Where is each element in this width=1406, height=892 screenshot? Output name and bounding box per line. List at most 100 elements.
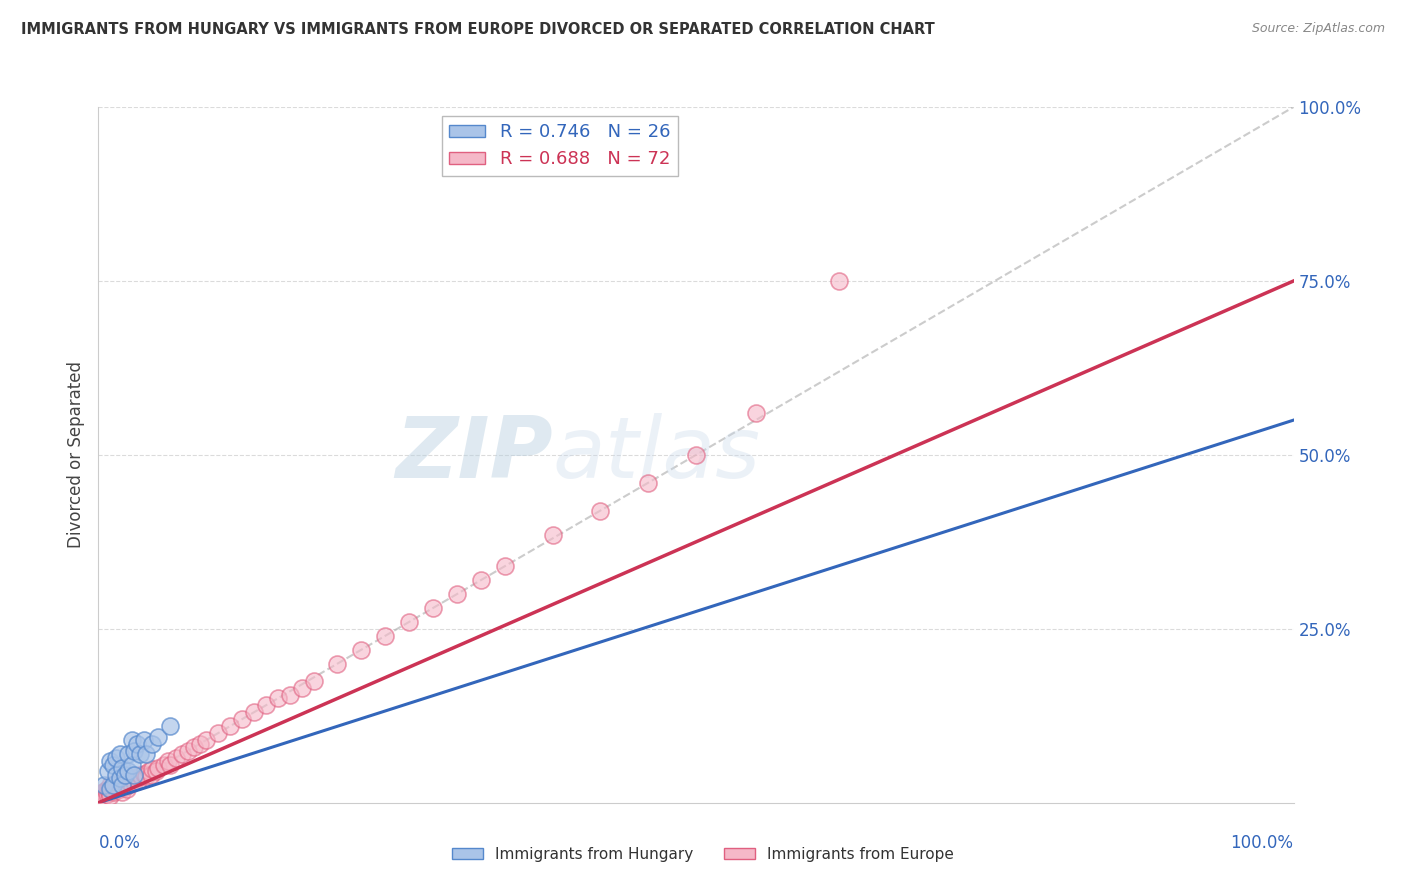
Point [115, 781, 138, 796]
Point [120, 776, 142, 790]
Point [131, 769, 153, 783]
Point [541, 528, 564, 542]
Point [148, 730, 170, 744]
Point [637, 475, 659, 490]
Point [121, 772, 143, 786]
Point [115, 776, 138, 790]
Point [108, 772, 131, 786]
Text: IMMIGRANTS FROM HUNGARY VS IMMIGRANTS FROM EUROPE DIVORCED OR SEPARATED CORRELAT: IMMIGRANTS FROM HUNGARY VS IMMIGRANTS FR… [21, 22, 935, 37]
Point [422, 601, 444, 615]
Point [374, 629, 396, 643]
Legend: Immigrants from Hungary, Immigrants from Europe: Immigrants from Hungary, Immigrants from… [446, 841, 960, 868]
Point [745, 406, 768, 420]
Point [114, 768, 136, 782]
Point [132, 733, 155, 747]
Y-axis label: Divorced or Separated: Divorced or Separated [66, 361, 84, 549]
Point [589, 503, 612, 517]
Text: 100.0%: 100.0% [1230, 834, 1294, 852]
Point [101, 778, 124, 792]
Point [125, 772, 148, 786]
Legend: R = 0.746   N = 26, R = 0.688   N = 72: R = 0.746 N = 26, R = 0.688 N = 72 [441, 116, 678, 176]
Point [129, 768, 152, 782]
Text: atlas: atlas [553, 413, 761, 497]
Point [107, 778, 129, 792]
Point [156, 754, 179, 768]
Point [302, 674, 325, 689]
Point [124, 775, 146, 789]
Point [97, 764, 120, 779]
Point [138, 764, 160, 779]
Point [194, 733, 218, 747]
Point [111, 778, 134, 792]
Point [127, 773, 149, 788]
Point [117, 764, 139, 779]
Point [124, 744, 146, 758]
Point [98, 785, 121, 799]
Point [93, 789, 115, 803]
Point [141, 763, 163, 777]
Point [132, 766, 155, 780]
Point [231, 712, 253, 726]
Point [98, 781, 122, 796]
Point [108, 747, 131, 761]
Point [121, 733, 143, 747]
Point [135, 747, 157, 761]
Point [188, 737, 211, 751]
Point [111, 785, 134, 799]
Text: Source: ZipAtlas.com: Source: ZipAtlas.com [1251, 22, 1385, 36]
Point [141, 737, 163, 751]
Point [111, 761, 134, 775]
Point [267, 691, 290, 706]
Point [135, 769, 157, 783]
Point [98, 754, 122, 768]
Point [153, 757, 176, 772]
Point [96, 788, 118, 802]
Point [98, 778, 122, 792]
Point [183, 740, 205, 755]
Point [114, 780, 136, 795]
Point [105, 750, 128, 764]
Point [117, 778, 139, 792]
Point [145, 764, 167, 779]
Point [165, 750, 187, 764]
Point [117, 747, 139, 761]
Point [93, 778, 115, 792]
Point [107, 780, 129, 795]
Point [112, 778, 135, 792]
Point [685, 448, 707, 462]
Point [124, 768, 146, 782]
Point [104, 780, 127, 795]
Point [326, 657, 349, 671]
Point [97, 781, 120, 796]
Point [219, 719, 242, 733]
Point [105, 776, 128, 790]
Point [254, 698, 277, 713]
Point [105, 783, 128, 797]
Point [159, 719, 181, 733]
Point [125, 737, 148, 751]
Point [129, 747, 152, 761]
Point [108, 781, 131, 796]
Point [118, 775, 141, 789]
Point [101, 781, 124, 796]
Text: 0.0%: 0.0% [98, 834, 141, 852]
Point [159, 757, 181, 772]
Point [91, 785, 114, 799]
Point [243, 706, 266, 720]
Text: ZIP: ZIP [395, 413, 553, 497]
Point [105, 768, 128, 782]
Point [828, 274, 851, 288]
Point [94, 783, 117, 797]
Point [278, 688, 301, 702]
Point [100, 783, 122, 797]
Point [494, 559, 516, 574]
Point [110, 775, 132, 789]
Point [172, 747, 194, 761]
Point [103, 785, 125, 799]
Point [101, 757, 124, 772]
Point [291, 681, 314, 695]
Point [177, 744, 200, 758]
Point [398, 615, 420, 629]
Point [139, 768, 162, 782]
Point [148, 761, 170, 775]
